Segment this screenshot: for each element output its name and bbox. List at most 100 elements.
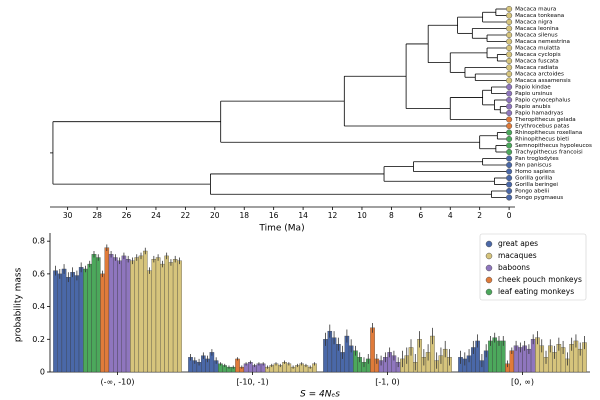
tree-tick-label: 30 [63,211,73,220]
y-tick-label: 0.2 [32,335,45,344]
leaf-label: Pongo pygmaeus [515,195,563,201]
leaf-marker [506,31,513,39]
leaf-marker [506,64,513,71]
tree-tick-label: 0 [507,211,512,220]
tree-tick-label: 10 [357,211,367,220]
leaf-marker [506,25,513,32]
leaf-label: Papio kindae [515,85,551,91]
tree-tick-label: 18 [239,211,249,220]
leaf-marker [506,109,513,117]
leaf-label: Pongo abelii [515,189,549,195]
legend-label: macaques [498,251,537,260]
leaf-label: Gorilla gorilla [515,176,552,182]
leaf-marker [506,116,513,123]
x-tick-label: [0, ∞) [511,378,534,387]
bar [113,257,118,373]
legend-label: cheek pouch monkeys [498,275,582,284]
leaf-marker [506,129,513,136]
x-tick-label: [-1, 0) [375,378,399,387]
legend-label: leaf eating monkeys [498,287,574,296]
leaf-marker [506,187,513,195]
leaf-marker [506,142,513,149]
bar [177,260,182,373]
tree-tick-label: 16 [269,211,279,220]
bar [147,270,152,373]
leaf-label: Macaca radiata [515,65,558,71]
leaf-marker [506,70,513,78]
bar [104,247,110,373]
bar [61,268,67,373]
y-tick-label: 0 [40,368,45,377]
leaf-marker [506,44,513,52]
bar [172,259,178,373]
leaf-marker [506,12,513,19]
leaf-marker [506,96,513,104]
tree-tick-label: 2 [477,211,482,220]
legend-marker [485,276,493,284]
bar [164,255,169,373]
x-tick-label: (-∞, -10) [101,378,135,387]
leaf-marker [506,57,513,65]
leaf-label: Macaca tonkeana [515,13,564,19]
leaf-label: Macaca mulatta [515,46,560,52]
x-axis-label: S = 4Nₑs [300,390,340,400]
bar [66,277,71,373]
legend-marker [485,240,493,248]
y-tick-label: 0.6 [32,269,45,278]
bar [74,275,80,373]
bar [57,273,63,373]
legend-marker [485,288,493,296]
leaf-label: Macaca nigra [515,20,552,26]
leaf-marker [506,77,513,84]
legend-label: baboons [498,263,530,272]
bar [108,254,114,373]
tree-tick-label: 22 [181,211,191,220]
leaf-label: Gorilla beringei [515,182,558,188]
bar [138,255,144,373]
leaf-label: Papio anubis [515,104,550,110]
tree-x-label: Time (Ma) [258,224,304,234]
bar [492,337,498,373]
leaf-label: Macaca nemestrina [515,39,570,45]
leaf-marker [506,174,513,182]
bar [87,263,92,373]
tree-tick-label: 6 [418,211,423,220]
bar [130,260,135,373]
leaf-marker [506,103,513,110]
leaf-marker [506,122,513,130]
y-tick-label: 0.8 [32,237,45,246]
tree-tick-label: 12 [328,211,338,220]
bar [142,250,148,373]
y-axis-label: probability mass [14,267,24,342]
bar [370,327,375,373]
bar [168,262,174,373]
bar [70,272,75,373]
leaf-label: Rhinopithecus roxellana [515,130,582,136]
leaf-label: Macaca arctoides [515,72,564,78]
leaf-marker [506,38,513,45]
leaf-marker [506,181,513,188]
tree-tick-label: 26 [122,211,132,220]
bar [91,254,97,373]
leaf-marker [506,18,513,26]
leaf-marker [506,194,513,201]
leaf-marker [506,90,513,97]
legend-label: great apes [498,239,538,248]
legend-marker [485,264,493,272]
bar [53,270,58,373]
leaf-label: Theropithecus gelada [514,117,576,123]
bar [117,260,122,373]
bar [125,259,131,373]
bar [151,259,157,373]
leaf-label: Papio ursinus [515,91,552,97]
leaf-label: Homo sapiens [515,169,555,175]
y-tick-label: 0.4 [32,302,45,311]
leaf-marker [506,83,513,91]
bar [121,255,127,373]
bar [134,257,140,373]
bar [160,263,165,373]
legend-marker [485,252,493,260]
leaf-marker [506,168,513,175]
leaf-label: Trachypithecus francoisi [514,150,583,156]
